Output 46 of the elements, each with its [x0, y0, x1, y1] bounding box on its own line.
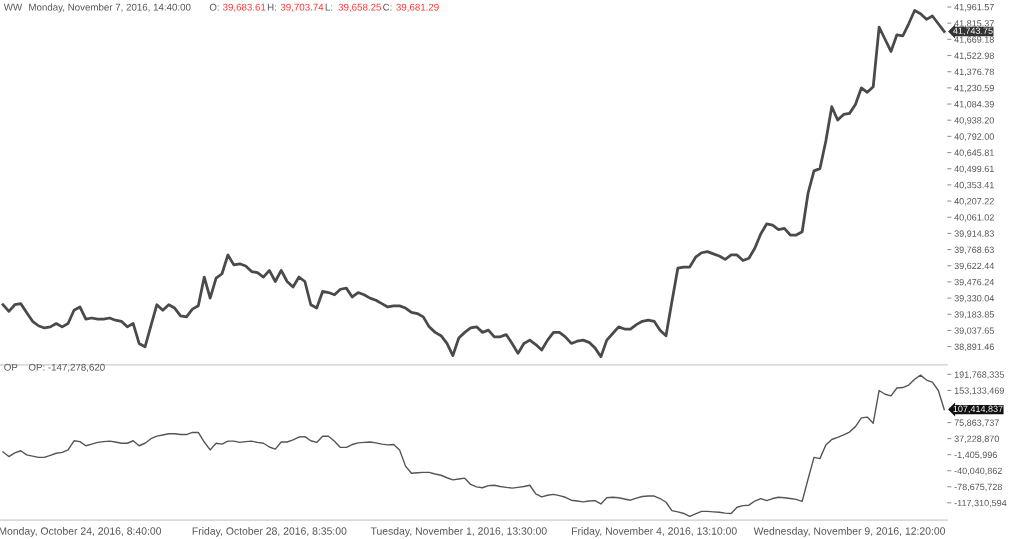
- y-tick-label: 41,376.78: [954, 68, 994, 77]
- text: 41,743.75: [953, 27, 993, 36]
- y-tick-label: 39,037.65: [954, 327, 994, 335]
- line-series: [2, 374, 945, 518]
- y-tick-label: 39,183.85: [954, 311, 994, 319]
- y-tick-label: 39,622.44: [954, 262, 995, 271]
- annotation: H: 39,703.74: [267, 3, 324, 12]
- y-tick-label: 40,938.20: [954, 117, 994, 125]
- y-tick-label: -1,405,996: [954, 451, 997, 460]
- y-tick-label: 40,792.00: [954, 133, 994, 141]
- x-tick-label: Tuesday, November 1, 2016, 13:30:00: [370, 527, 547, 537]
- annotation: L: 39,658.25: [325, 3, 381, 12]
- y-tick-label: 191,768,335: [954, 371, 1004, 379]
- annotation: O: 39,683.61: [209, 3, 266, 12]
- y-tick-label: 39,330.04: [954, 295, 995, 303]
- chart-title: OP: [4, 363, 18, 371]
- text: 107,414,837: [953, 405, 1003, 414]
- y-tick-label: 39,768.63: [954, 246, 994, 254]
- y-tick-label: 38,891.46: [954, 343, 994, 352]
- x-tick-label: Wednesday, November 9, 2016, 12:20:00: [753, 527, 946, 537]
- y-tick-label: 40,645.81: [954, 149, 994, 157]
- y-tick-label: 40,061.02: [954, 214, 994, 222]
- y-tick-label: 40,499.61: [954, 165, 994, 174]
- y-tick-label: -78,675,728: [954, 483, 1002, 492]
- y-tick-label: 40,353.41: [954, 181, 994, 190]
- x-tick-label: Monday, October 24, 2016, 8:40:00: [0, 527, 162, 537]
- x-tick-label: Friday, October 28, 2016, 8:35:00: [192, 527, 347, 537]
- y-tick-label: 40,207.22: [954, 198, 994, 206]
- y-tick-label: -40,040,862: [954, 467, 1002, 476]
- y-tick-label: 41,522.98: [954, 52, 994, 60]
- chart-subtitle: Monday, November 7, 2016, 14:40:00: [29, 3, 191, 13]
- y-tick-label: 41,669.18: [954, 36, 994, 44]
- x-tick-label: Friday, November 4, 2016, 13:10:00: [572, 527, 737, 537]
- y-tick-label: 37,228,870: [954, 435, 999, 444]
- annotation: C: 39,681.29: [383, 3, 439, 12]
- y-tick-label: 75,863,737: [954, 419, 999, 427]
- chart-subtitle: OP: -147,278,620: [28, 363, 105, 372]
- chart-title: WW: [3, 3, 23, 11]
- y-tick-label: 39,914.83: [954, 230, 994, 238]
- y-tick-label: -117,310,594: [954, 499, 1007, 508]
- y-tick-label: 41,815.37: [954, 20, 994, 28]
- y-tick-label: 41,961.57: [954, 3, 994, 12]
- y-tick-label: 41,230.59: [954, 84, 994, 93]
- y-tick-label: 41,084.39: [954, 101, 994, 109]
- y-tick-label: 39,476.24: [954, 278, 995, 287]
- y-tick-label: 153,133,469: [954, 387, 1004, 395]
